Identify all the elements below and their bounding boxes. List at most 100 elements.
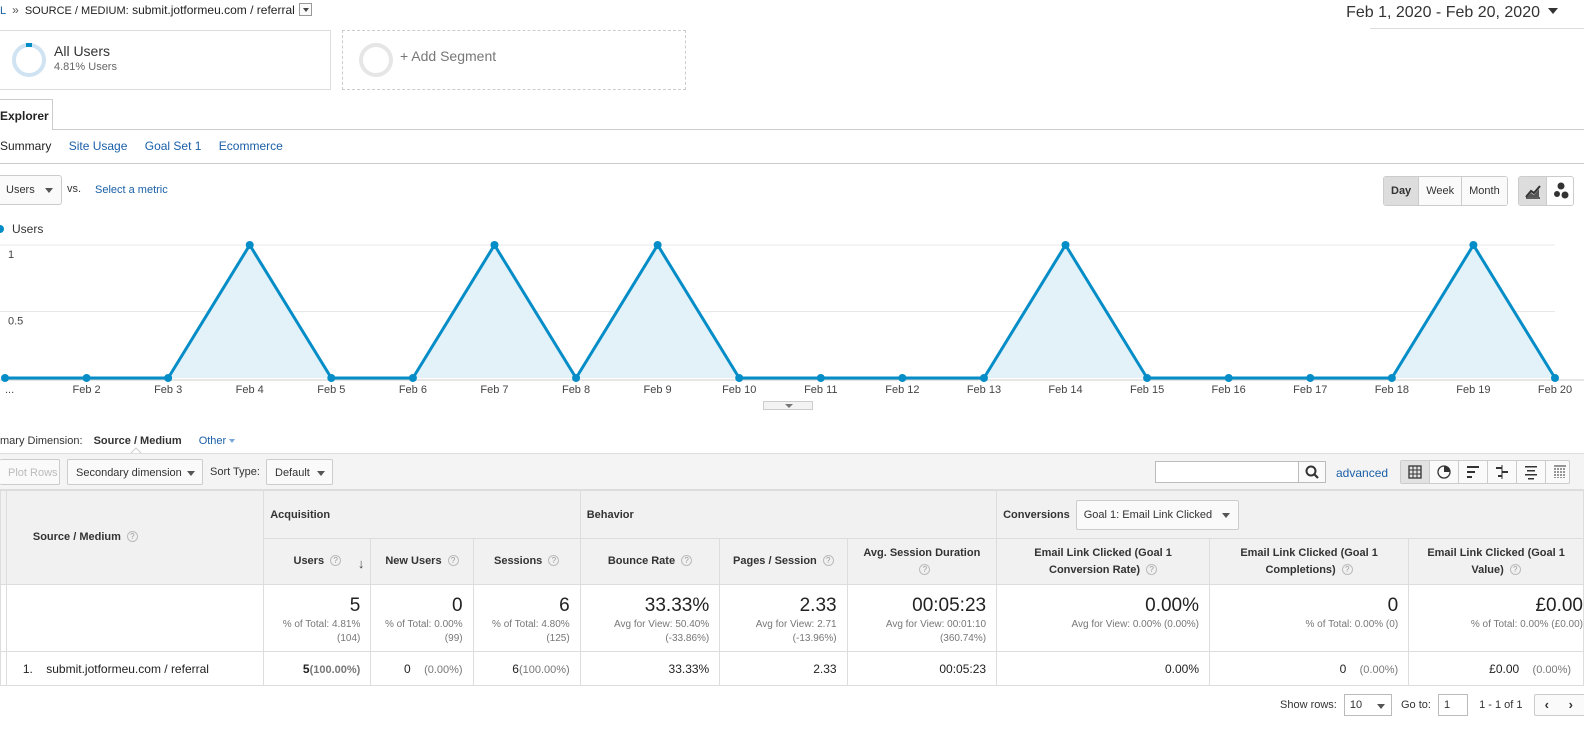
breadcrumb-home-link[interactable]: L: [0, 5, 7, 17]
help-icon[interactable]: ?: [1509, 563, 1521, 575]
subtab-summary[interactable]: Summary: [0, 139, 52, 153]
help-icon[interactable]: ?: [681, 555, 693, 566]
table-search-input[interactable]: [1155, 461, 1299, 483]
help-icon[interactable]: ?: [1341, 563, 1353, 575]
help-icon[interactable]: ?: [822, 555, 834, 566]
dimension-other-dropdown[interactable]: Other: [199, 435, 236, 447]
show-rows-select[interactable]: 10: [1343, 694, 1392, 716]
column-header-avg-session-duration[interactable]: Avg. Session Duration?: [846, 538, 998, 585]
chart-resize-handle[interactable]: [763, 401, 813, 410]
row-percent: (0.00%): [1532, 663, 1572, 676]
x-tick-label: Feb 12: [885, 384, 919, 396]
total-value: £0.00: [1535, 595, 1583, 616]
column-header-bounce-rate[interactable]: Bounce Rate?: [579, 538, 721, 585]
pie-chart-icon: [1437, 465, 1451, 479]
add-segment-button[interactable]: + Add Segment: [342, 30, 686, 90]
tab-explorer[interactable]: Explorer: [0, 99, 53, 130]
row-value: 0: [1339, 661, 1347, 676]
data-point: [1551, 374, 1559, 382]
help-icon[interactable]: ?: [548, 555, 560, 566]
select-metric-link[interactable]: Select a metric: [95, 184, 168, 196]
view-term-cloud-button[interactable]: [1516, 461, 1545, 483]
column-header-conversion-rate[interactable]: Email Link Clicked (Goal 1 Conversion Ra…: [996, 538, 1210, 585]
help-icon[interactable]: ?: [1146, 563, 1158, 575]
column-header-new-users[interactable]: New Users?: [370, 538, 474, 585]
show-rows-value: 10: [1349, 699, 1363, 711]
view-pivot-button[interactable]: [1545, 461, 1574, 483]
goal-select-value: Goal 1: Email Link Clicked: [1083, 508, 1213, 521]
secondary-dimension-select[interactable]: Secondary dimension: [67, 459, 203, 485]
chart-legend: Users: [0, 222, 43, 236]
chevron-down-icon: [229, 439, 236, 443]
total-subtext: Avg for View: 50.40%: [613, 619, 710, 630]
x-tick-label: Feb 2: [73, 384, 101, 396]
view-data-table-button[interactable]: [1401, 461, 1429, 483]
data-point: [490, 241, 499, 249]
date-range-divider: [1370, 28, 1584, 29]
segment-placeholder-icon: [359, 43, 393, 77]
table-totals-row: 5 % of Total: 4.81% (104) 0 % of Total: 0.0…: [0, 584, 1584, 652]
x-tick-label: Feb 8: [562, 384, 590, 396]
row-conversion-rate-cell: 0.00%: [996, 651, 1210, 686]
subtab-goal-set-1[interactable]: Goal Set 1: [144, 139, 202, 153]
help-icon[interactable]: ?: [919, 563, 931, 575]
goal-select[interactable]: Goal 1: Email Link Clicked: [1075, 499, 1240, 530]
column-header-label: Email Link Clicked (Goal 1 Conversion Ra…: [1034, 546, 1172, 576]
data-point: [82, 374, 91, 382]
breadcrumb-dropdown-button[interactable]: [298, 3, 312, 16]
x-tick-label: Feb 20: [1538, 384, 1572, 396]
table-column-header-row: Users? ↓ New Users? Sessions? Bounce Rate…: [1, 538, 1584, 585]
line-chart-button[interactable]: [1519, 177, 1547, 205]
goto-page-input[interactable]: 1: [1438, 694, 1469, 716]
chevron-down-icon: [187, 471, 195, 476]
next-page-icon[interactable]: ›: [1568, 697, 1573, 712]
help-icon[interactable]: ?: [126, 531, 138, 542]
previous-page-icon[interactable]: ‹: [1544, 697, 1549, 712]
conversions-label: Conversions: [1003, 508, 1070, 521]
advanced-filter-link[interactable]: advanced: [1336, 466, 1389, 480]
group-header-acquisition: Acquisition: [263, 490, 581, 539]
tab-divider: [0, 129, 1584, 130]
motion-chart-button[interactable]: [1547, 177, 1573, 205]
group-header-conversions: Conversions Goal 1: Email Link Clicked: [996, 490, 1584, 539]
total-goal-value: £0.00 % of Total: 0.00% (£0.00): [1408, 584, 1584, 652]
dimension-source-medium[interactable]: Source / Medium: [93, 435, 182, 447]
plot-rows-button[interactable]: Plot Rows: [0, 459, 60, 485]
x-tick-label: Feb 4: [236, 384, 264, 396]
segment-all-users[interactable]: All Users 4.81% Users: [0, 30, 331, 90]
data-point: [1061, 241, 1070, 249]
row-sessions-cell: 6(100.00%): [472, 651, 581, 686]
column-header-users[interactable]: Users? ↓: [263, 538, 372, 585]
sort-type-select[interactable]: Default: [266, 459, 333, 485]
add-segment-label: + Add Segment: [400, 48, 497, 64]
column-header-completions[interactable]: Email Link Clicked (Goal 1 Completions)?: [1208, 538, 1410, 585]
column-header-source-medium[interactable]: Source / Medium?: [5, 490, 265, 585]
sort-type-value: Default: [275, 467, 310, 479]
search-button[interactable]: [1298, 461, 1326, 483]
row-source-medium-link[interactable]: submit.jotformeu.com / referral: [46, 661, 209, 676]
total-subtext: % of Total: 4.80%: [492, 619, 570, 630]
period-week-button[interactable]: Week: [1418, 177, 1462, 205]
total-value: 0.00%: [1145, 595, 1199, 616]
help-icon[interactable]: ?: [447, 555, 459, 566]
column-header-pages-session[interactable]: Pages / Session?: [719, 538, 848, 585]
period-month-button[interactable]: Month: [1461, 177, 1507, 205]
data-point: [164, 374, 173, 382]
row-value: 6: [512, 661, 519, 676]
term-cloud-icon: [1525, 466, 1537, 480]
column-header-sessions[interactable]: Sessions?: [472, 538, 581, 585]
period-day-button[interactable]: Day: [1384, 177, 1419, 205]
metric-select[interactable]: Users: [0, 175, 62, 205]
column-header-goal-value[interactable]: Email Link Clicked (Goal 1 Value)?: [1408, 538, 1584, 585]
total-users: 5 % of Total: 4.81% (104): [263, 584, 372, 652]
help-icon[interactable]: ?: [330, 555, 342, 566]
view-percentage-button[interactable]: [1429, 461, 1458, 483]
view-comparison-button[interactable]: [1487, 461, 1516, 483]
x-tick-label: Feb 6: [399, 384, 427, 396]
data-point: [1306, 374, 1315, 382]
breadcrumb-dimension-label: Source / Medium:: [24, 5, 129, 17]
subtab-site-usage[interactable]: Site Usage: [68, 139, 128, 153]
view-performance-button[interactable]: [1458, 461, 1487, 483]
subtab-ecommerce[interactable]: Ecommerce: [218, 139, 283, 153]
date-range-picker[interactable]: Feb 1, 2020 - Feb 20, 2020: [1346, 4, 1558, 22]
